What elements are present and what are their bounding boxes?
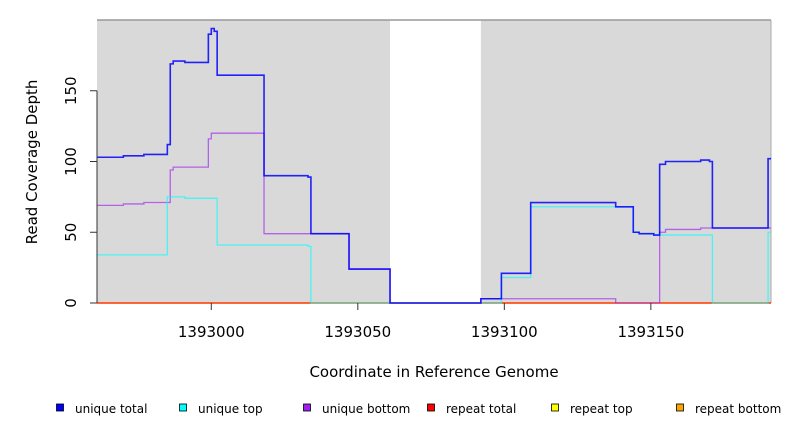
- legend-label: repeat bottom: [695, 402, 781, 416]
- shaded-region: [480, 20, 771, 303]
- y-tick-label: 0: [62, 298, 80, 308]
- legend-swatch: [427, 403, 435, 412]
- x-tick-label: 1393150: [617, 323, 684, 341]
- x-tick-label: 1393000: [178, 323, 245, 341]
- axes: 0 50 100 150 1393000 1393050 1393100 1393150: [62, 76, 684, 341]
- legend-label: unique bottom: [322, 402, 410, 416]
- y-tick-label: 100: [62, 147, 80, 176]
- legend-swatch: [551, 403, 559, 412]
- legend-swatch: [179, 403, 187, 412]
- legend-label: repeat top: [570, 402, 633, 416]
- series-line-unique-bottom: [97, 132, 771, 304]
- legend-label: repeat total: [446, 402, 516, 416]
- plot-area: [97, 19, 772, 304]
- legend-label: unique total: [75, 402, 147, 416]
- legend-label: unique top: [198, 402, 263, 416]
- legend-swatch: [303, 403, 311, 412]
- y-tick-label: 150: [62, 76, 80, 105]
- y-tick-label: 50: [62, 223, 80, 242]
- x-tick-label: 1393050: [324, 323, 391, 341]
- shaded-region: [97, 20, 391, 303]
- x-tick-label: 1393100: [471, 323, 538, 341]
- legend: unique total unique top unique bottom repea…: [56, 402, 781, 416]
- y-axis-label: Read Coverage Depth: [23, 80, 41, 245]
- series-line-unique-top: [97, 196, 771, 304]
- x-axis-label: Coordinate in Reference Genome: [309, 363, 558, 381]
- legend-swatch: [56, 403, 64, 412]
- series-line-unique-total: [97, 27, 771, 304]
- legend-swatch: [676, 403, 684, 412]
